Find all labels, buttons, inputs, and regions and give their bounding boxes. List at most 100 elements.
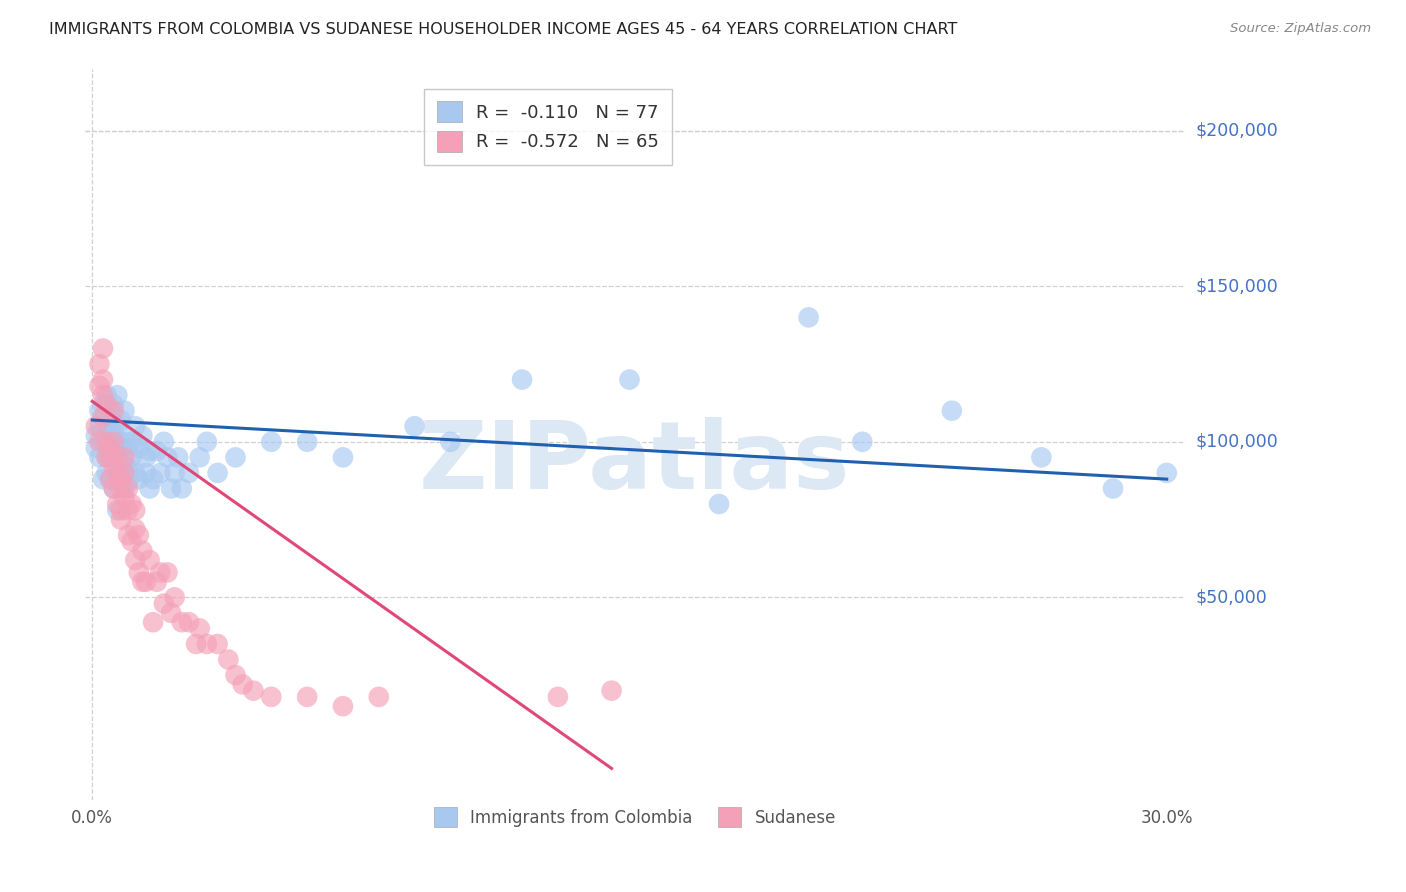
Point bbox=[260, 690, 283, 704]
Point bbox=[225, 450, 247, 465]
Point bbox=[110, 441, 132, 455]
Point bbox=[135, 450, 157, 465]
Point bbox=[105, 419, 128, 434]
Point bbox=[217, 652, 239, 666]
Point bbox=[619, 373, 641, 387]
Point bbox=[114, 466, 136, 480]
Point bbox=[103, 459, 125, 474]
Point bbox=[110, 482, 132, 496]
Point bbox=[121, 434, 143, 449]
Point bbox=[114, 450, 136, 465]
Point bbox=[170, 615, 193, 630]
Point bbox=[177, 615, 200, 630]
Point bbox=[131, 428, 153, 442]
Point bbox=[105, 444, 128, 458]
Point bbox=[138, 482, 160, 496]
Point bbox=[131, 543, 153, 558]
Point bbox=[91, 472, 114, 486]
Point bbox=[91, 388, 114, 402]
Point bbox=[96, 450, 118, 465]
Point bbox=[117, 475, 139, 490]
Point bbox=[103, 425, 125, 440]
Point bbox=[117, 503, 139, 517]
Point bbox=[1031, 450, 1053, 465]
Point bbox=[96, 428, 118, 442]
Point bbox=[89, 434, 111, 449]
Point bbox=[103, 482, 125, 496]
Point bbox=[103, 482, 125, 496]
Point bbox=[195, 434, 218, 449]
Point bbox=[149, 466, 172, 480]
Point bbox=[105, 450, 128, 465]
Point bbox=[98, 409, 121, 424]
Point bbox=[131, 574, 153, 589]
Point bbox=[89, 419, 111, 434]
Point bbox=[84, 419, 107, 434]
Point bbox=[207, 637, 229, 651]
Point bbox=[170, 482, 193, 496]
Text: Source: ZipAtlas.com: Source: ZipAtlas.com bbox=[1230, 22, 1371, 36]
Point bbox=[138, 553, 160, 567]
Point bbox=[110, 472, 132, 486]
Point bbox=[295, 434, 318, 449]
Point bbox=[124, 419, 146, 434]
Text: $200,000: $200,000 bbox=[1195, 121, 1278, 140]
Point bbox=[124, 503, 146, 517]
Point bbox=[142, 615, 165, 630]
Point bbox=[124, 522, 146, 536]
Point bbox=[103, 397, 125, 411]
Point bbox=[149, 566, 172, 580]
Point bbox=[89, 450, 111, 465]
Text: ZIPatlas: ZIPatlas bbox=[419, 417, 851, 509]
Text: $50,000: $50,000 bbox=[1195, 589, 1268, 607]
Point bbox=[121, 450, 143, 465]
Point bbox=[153, 434, 176, 449]
Point bbox=[1102, 482, 1125, 496]
Point bbox=[110, 503, 132, 517]
Point bbox=[707, 497, 730, 511]
Point bbox=[110, 512, 132, 526]
Point bbox=[96, 450, 118, 465]
Point bbox=[98, 428, 121, 442]
Point bbox=[295, 690, 318, 704]
Point bbox=[439, 434, 461, 449]
Point bbox=[89, 403, 111, 417]
Point bbox=[105, 466, 128, 480]
Point bbox=[367, 690, 389, 704]
Text: IMMIGRANTS FROM COLOMBIA VS SUDANESE HOUSEHOLDER INCOME AGES 45 - 64 YEARS CORRE: IMMIGRANTS FROM COLOMBIA VS SUDANESE HOU… bbox=[49, 22, 957, 37]
Point bbox=[89, 357, 111, 371]
Point bbox=[797, 310, 820, 325]
Legend: Immigrants from Colombia, Sudanese: Immigrants from Colombia, Sudanese bbox=[426, 799, 844, 835]
Point bbox=[110, 434, 132, 449]
Point bbox=[98, 403, 121, 417]
Point bbox=[1156, 466, 1178, 480]
Point bbox=[96, 388, 118, 402]
Point bbox=[242, 683, 264, 698]
Point bbox=[114, 403, 136, 417]
Point bbox=[117, 482, 139, 496]
Point bbox=[124, 553, 146, 567]
Point bbox=[114, 482, 136, 496]
Point bbox=[156, 450, 179, 465]
Point bbox=[941, 403, 963, 417]
Text: $150,000: $150,000 bbox=[1195, 277, 1278, 295]
Point bbox=[98, 472, 121, 486]
Point bbox=[128, 528, 150, 542]
Point bbox=[145, 444, 167, 458]
Point bbox=[98, 472, 121, 486]
Point bbox=[156, 566, 179, 580]
Point bbox=[91, 434, 114, 449]
Point bbox=[160, 482, 183, 496]
Point bbox=[124, 466, 146, 480]
Point bbox=[142, 472, 165, 486]
Point bbox=[114, 459, 136, 474]
Point bbox=[225, 668, 247, 682]
Point bbox=[128, 472, 150, 486]
Point bbox=[117, 459, 139, 474]
Point bbox=[404, 419, 426, 434]
Point bbox=[145, 574, 167, 589]
Point bbox=[128, 566, 150, 580]
Point bbox=[163, 591, 186, 605]
Point bbox=[105, 503, 128, 517]
Point bbox=[121, 497, 143, 511]
